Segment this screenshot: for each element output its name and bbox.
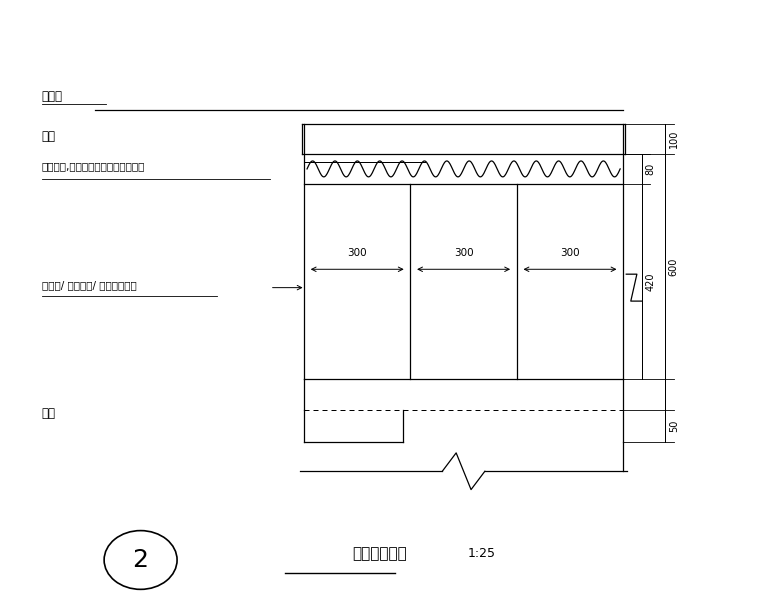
Text: 300: 300 bbox=[560, 248, 580, 258]
Text: 600: 600 bbox=[669, 258, 679, 276]
Text: 驳岸立面图二: 驳岸立面图二 bbox=[353, 547, 407, 561]
Text: 80: 80 bbox=[645, 163, 655, 175]
Text: 饰面材料,材料及规格根据压顶材料定: 饰面材料,材料及规格根据压顶材料定 bbox=[42, 162, 145, 171]
Text: 300: 300 bbox=[454, 248, 473, 258]
Text: 池底: 池底 bbox=[42, 407, 55, 420]
Text: 300: 300 bbox=[347, 248, 367, 258]
Text: 100: 100 bbox=[669, 130, 679, 148]
Text: 水位线: 水位线 bbox=[42, 90, 63, 103]
Text: 420: 420 bbox=[645, 272, 655, 291]
Text: 50: 50 bbox=[669, 420, 679, 432]
Text: 花岗岩/ 流水板岩/ 其他，详项目: 花岗岩/ 流水板岩/ 其他，详项目 bbox=[42, 280, 137, 290]
Text: 2: 2 bbox=[132, 548, 149, 572]
Text: 压顶: 压顶 bbox=[42, 130, 55, 143]
Text: 1:25: 1:25 bbox=[467, 547, 496, 561]
